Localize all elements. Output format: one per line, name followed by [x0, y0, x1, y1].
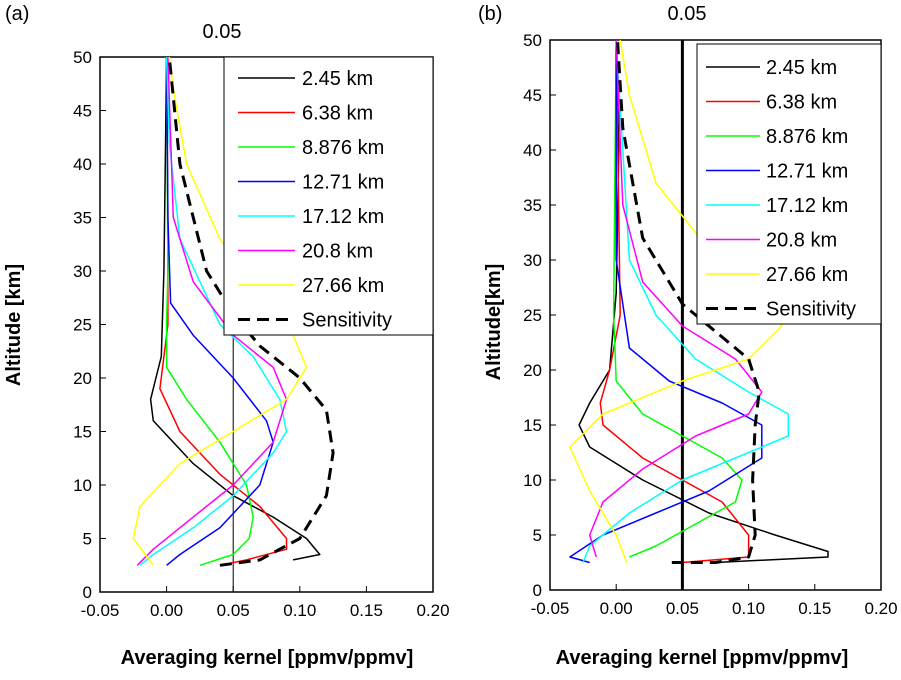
legend-entry-label: Sensitivity [302, 310, 392, 332]
y-tick-label: 20 [523, 361, 542, 380]
y-tick-label: 5 [533, 526, 542, 545]
legend-entry-label: 6.38 km [766, 92, 837, 114]
panel-a-series [132, 56, 335, 567]
panel-a-reference-label: 0.05 [203, 21, 242, 43]
panel-a-ticks: -0.05 0.00 0.05 0.10 0.15 0.20 0 5 10 15 20 25 30 35 4… [73, 48, 449, 620]
y-tick-label: 40 [523, 141, 542, 160]
x-tick-label: 0.15 [350, 601, 383, 620]
y-tick-label: 50 [523, 31, 542, 50]
series-line-20-8-km [588, 39, 763, 558]
y-tick-label: 45 [73, 102, 92, 121]
legend-entry-label: 17.12 km [302, 206, 384, 228]
y-tick-label: 5 [83, 530, 92, 549]
y-tick-label: 35 [73, 209, 92, 228]
legend-entry-label: 27.66 km [766, 264, 848, 286]
y-tick-label: 0 [83, 583, 92, 602]
y-tick-label: 35 [523, 196, 542, 215]
series-line-6-38-km [599, 39, 750, 564]
panel-b-x-axis-label: Averaging kernel [ppmv/ppmv] [556, 647, 849, 669]
series-line-2-45-km [578, 39, 829, 564]
panel-a-y-axis-label: Altitude [km] [3, 264, 25, 386]
y-tick-label: 45 [523, 86, 542, 105]
x-tick-label: -0.05 [81, 601, 120, 620]
x-tick-label: 0.10 [283, 601, 316, 620]
x-tick-label: 0.15 [798, 599, 831, 618]
y-tick-label: 30 [73, 262, 92, 281]
series-line-17-12-km [582, 39, 790, 563]
x-tick-label: 0.20 [864, 599, 897, 618]
panel-a-label: (a) [5, 3, 29, 25]
panel-b-label: (b) [478, 3, 502, 25]
panel-b-legend: 2.45 km 6.38 km 8.876 km 12.71 km 17.12 km 20… [696, 43, 882, 325]
legend-entry-label: 2.45 km [302, 68, 373, 90]
series-line-27-66-km [132, 56, 308, 566]
y-tick-label: 25 [73, 316, 92, 335]
y-tick-label: 15 [73, 423, 92, 442]
y-tick-label: 20 [73, 369, 92, 388]
legend-entry-label: 20.8 km [766, 230, 837, 252]
panel-a-legend-box [223, 56, 434, 336]
series-line-sensitivity [167, 56, 335, 567]
y-tick-label: 0 [533, 581, 542, 600]
x-tick-label: -0.05 [531, 599, 570, 618]
legend-entry-label: 12.71 km [766, 161, 848, 183]
x-tick-label: 0.05 [217, 601, 250, 620]
x-tick-label: 0.20 [416, 601, 449, 620]
legend-entry-label: Sensitivity [766, 299, 856, 321]
legend-entry-label: 6.38 km [302, 103, 373, 125]
legend-entry-label: 27.66 km [302, 275, 384, 297]
legend-entry-label: 8.876 km [766, 126, 848, 148]
panel-a-legend: 2.45 km 6.38 km 8.876 km 12.71 km 17.12 km 20… [223, 56, 434, 336]
panel-b-series [569, 39, 829, 564]
y-tick-label: 10 [523, 471, 542, 490]
y-tick-label: 10 [73, 476, 92, 495]
legend-entry-label: 12.71 km [302, 172, 384, 194]
x-tick-label: 0.00 [150, 601, 183, 620]
series-line-2-45-km [149, 56, 321, 561]
series-line-8-876-km [612, 39, 743, 558]
panel-a: (a) 0.05 -0.05 0.00 0.05 0.10 0.15 0.20 0 5 10 15… [3, 3, 450, 669]
legend-entry-label: 8.876 km [302, 137, 384, 159]
series-line-8-876-km [165, 56, 254, 567]
legend-entry-label: 20.8 km [302, 241, 373, 263]
x-tick-label: 0.00 [600, 599, 633, 618]
y-tick-label: 50 [73, 48, 92, 67]
series-line-12-71-km [165, 56, 274, 566]
y-tick-label: 30 [523, 251, 542, 270]
panel-a-x-axis-label: Averaging kernel [ppmv/ppmv] [121, 647, 414, 669]
series-line-17-12-km [139, 56, 288, 566]
panel-b: (b) 0.05 -0.05 0.00 0.05 0.10 0.15 0.20 0 5 10 15… [478, 3, 898, 669]
panel-b-y-axis-label: Altitude[km] [483, 264, 505, 381]
series-line-6-38-km [159, 56, 288, 567]
y-tick-label: 15 [523, 416, 542, 435]
legend-entry-label: 2.45 km [766, 57, 837, 79]
panel-b-ticks: -0.05 0.00 0.05 0.10 0.15 0.20 0 5 10 15 20 25 30 35 4… [523, 31, 897, 618]
series-line-sensitivity [616, 39, 761, 564]
legend-entry-label: 17.12 km [766, 195, 848, 217]
panel-b-reference-label: 0.05 [668, 3, 707, 25]
series-line-27-66-km [569, 39, 783, 563]
x-tick-label: 0.10 [732, 599, 765, 618]
y-tick-label: 40 [73, 155, 92, 174]
x-tick-label: 0.05 [666, 599, 699, 618]
panel-b-legend-box [696, 43, 882, 325]
y-tick-label: 25 [523, 306, 542, 325]
